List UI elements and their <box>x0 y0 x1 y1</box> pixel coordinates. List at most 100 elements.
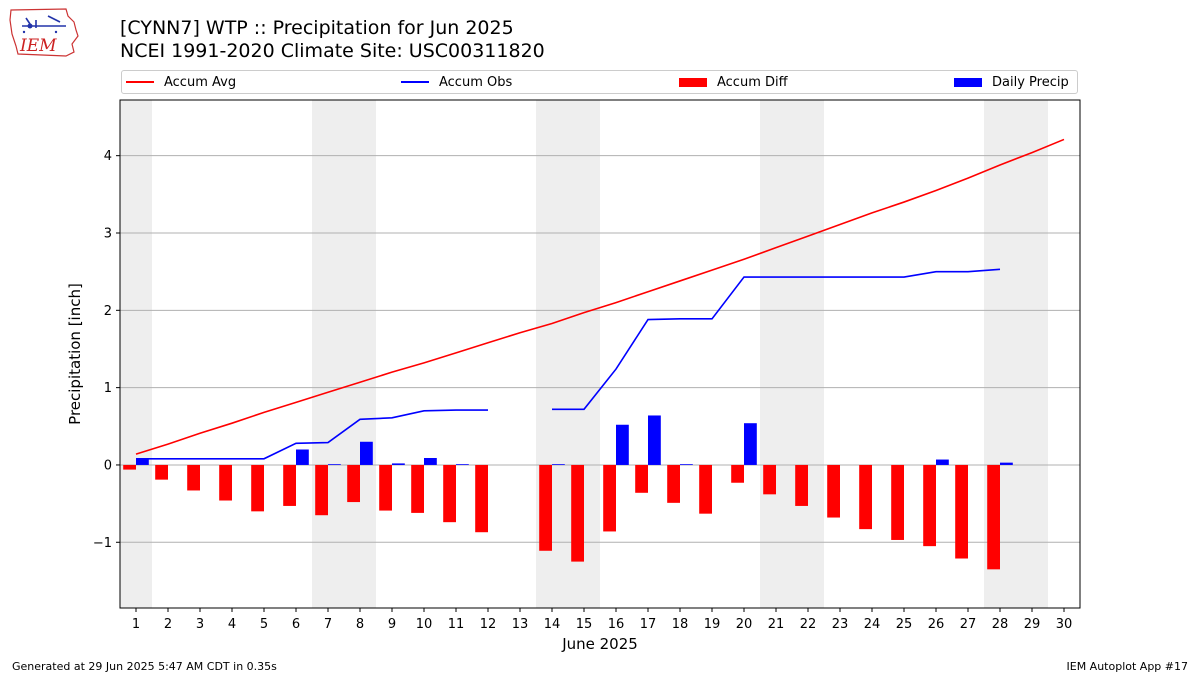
legend-swatch-accum-diff <box>679 77 707 87</box>
y-axis-ticks: −1 0 1 2 3 4 <box>93 149 120 551</box>
xtick-label-18: 18 <box>672 617 689 632</box>
xtick-label-16: 16 <box>608 617 625 632</box>
app-note: IEM Autoplot App #17 <box>1066 660 1189 673</box>
ytick-label-2: 2 <box>104 304 112 319</box>
plot-frame <box>119 99 1081 609</box>
ytick-label-0: 0 <box>104 458 112 473</box>
xtick-label-24: 24 <box>864 617 881 632</box>
legend-label-accum-avg: Accum Avg <box>164 74 237 90</box>
daily-precip-bar-6 <box>296 449 309 465</box>
xtick-label-7: 7 <box>324 617 332 632</box>
line-marks <box>135 138 1065 460</box>
daily-precip-bar-11 <box>456 464 469 465</box>
accum-diff-bar-22 <box>795 464 808 506</box>
xtick-label-2: 2 <box>164 617 172 632</box>
xtick-label-6: 6 <box>292 617 300 632</box>
y-axis-label: Precipitation [inch] <box>66 283 84 425</box>
xtick-label-21: 21 <box>768 617 785 632</box>
accum-diff-bar-16 <box>603 464 616 532</box>
xtick-label-28: 28 <box>992 617 1009 632</box>
accum-diff-bar-11 <box>443 464 456 523</box>
accum-diff-bar-8 <box>347 464 360 503</box>
xtick-label-23: 23 <box>832 617 849 632</box>
xtick-label-4: 4 <box>228 617 236 632</box>
accum-diff-bar-17 <box>635 464 648 493</box>
ytick-label-1: 1 <box>104 381 112 396</box>
xtick-label-29: 29 <box>1024 617 1041 632</box>
xtick-label-1: 1 <box>132 617 140 632</box>
y-gridlines <box>120 155 1080 543</box>
xtick-label-13: 13 <box>512 617 529 632</box>
daily-precip-bar-1 <box>136 458 149 465</box>
legend-item-accum-avg: Accum Avg <box>126 71 236 93</box>
xtick-label-26: 26 <box>928 617 945 632</box>
weekend-band-2 <box>312 100 376 608</box>
xtick-label-9: 9 <box>388 617 396 632</box>
accum-diff-bar-5 <box>251 464 264 512</box>
ytick-label--1: −1 <box>93 536 112 551</box>
xtick-label-19: 19 <box>704 617 721 632</box>
daily-precip-bar-16 <box>616 424 629 465</box>
daily-precip-bar-8 <box>360 441 373 465</box>
iem-logo: IEM <box>8 6 80 58</box>
daily-precip-bar-17 <box>648 415 661 465</box>
accum-obs-line-2 <box>552 268 1001 411</box>
daily-precip-bar-14 <box>552 464 565 465</box>
accum-avg-line-1 <box>135 138 1065 455</box>
xtick-label-10: 10 <box>416 617 433 632</box>
accum-diff-bar-28 <box>987 464 1000 570</box>
accum-diff-bar-6 <box>283 464 296 506</box>
accum-diff-bar-4 <box>219 464 232 501</box>
accum-diff-bar-26 <box>923 464 936 547</box>
xtick-label-5: 5 <box>260 617 268 632</box>
legend-swatch-accum-obs <box>401 81 429 83</box>
xtick-label-3: 3 <box>196 617 204 632</box>
accum-diff-bar-10 <box>411 464 424 513</box>
legend-label-daily-precip: Daily Precip <box>992 74 1069 90</box>
accum-diff-bar-19 <box>699 464 712 514</box>
daily-precip-bar-28 <box>1000 462 1013 465</box>
xtick-label-30: 30 <box>1056 617 1073 632</box>
xtick-label-11: 11 <box>448 617 465 632</box>
weekend-band-4 <box>760 100 824 608</box>
generated-note: Generated at 29 Jun 2025 5:47 AM CDT in … <box>12 660 277 673</box>
x-axis-ticks: 1 2 3 4 5 6 7 8 9 10 11 12 13 14 15 16 17 18 19 20 21 22 23 24 2… <box>132 608 1072 632</box>
chart-subtitle: NCEI 1991-2020 Climate Site: USC00311820 <box>120 40 545 62</box>
accum-diff-bar-9 <box>379 464 392 511</box>
logo-text: IEM <box>19 36 57 56</box>
accum-obs-line-1 <box>136 409 488 460</box>
accum-diff-bar-12 <box>475 464 488 533</box>
legend-item-accum-diff: Accum Diff <box>679 71 788 93</box>
accum-diff-bar-21 <box>763 464 776 495</box>
legend-swatch-daily-precip <box>954 77 982 87</box>
daily-precip-bar-26 <box>936 459 949 465</box>
accum-diff-bar-27 <box>955 464 968 559</box>
xtick-label-25: 25 <box>896 617 913 632</box>
daily-precip-bar-7 <box>328 464 341 465</box>
xtick-label-27: 27 <box>960 617 977 632</box>
accum-diff-bar-24 <box>859 464 872 530</box>
xtick-label-12: 12 <box>480 617 497 632</box>
accum-diff-bar-3 <box>187 464 200 491</box>
legend-label-accum-obs: Accum Obs <box>439 74 513 90</box>
bar-marks <box>123 415 1013 570</box>
accum-diff-bar-7 <box>315 464 328 516</box>
ytick-label-4: 4 <box>104 149 112 164</box>
daily-precip-bar-9 <box>392 463 405 465</box>
daily-precip-bar-10 <box>424 457 437 465</box>
accum-diff-bar-25 <box>891 464 904 540</box>
x-axis-label: June 2025 <box>561 635 638 653</box>
daily-precip-bar-20 <box>744 423 757 465</box>
legend: Accum Avg Accum Obs Accum Diff Daily Pre… <box>121 70 1078 94</box>
accum-diff-bar-20 <box>731 464 744 483</box>
xtick-label-22: 22 <box>800 617 817 632</box>
legend-swatch-accum-avg <box>126 81 154 83</box>
xtick-label-17: 17 <box>640 617 657 632</box>
legend-item-daily-precip: Daily Precip <box>954 71 1069 93</box>
accum-diff-bar-18 <box>667 464 680 503</box>
accum-diff-bar-2 <box>155 464 168 480</box>
weekend-band-1 <box>120 100 152 608</box>
xtick-label-14: 14 <box>544 617 561 632</box>
xtick-label-15: 15 <box>576 617 593 632</box>
